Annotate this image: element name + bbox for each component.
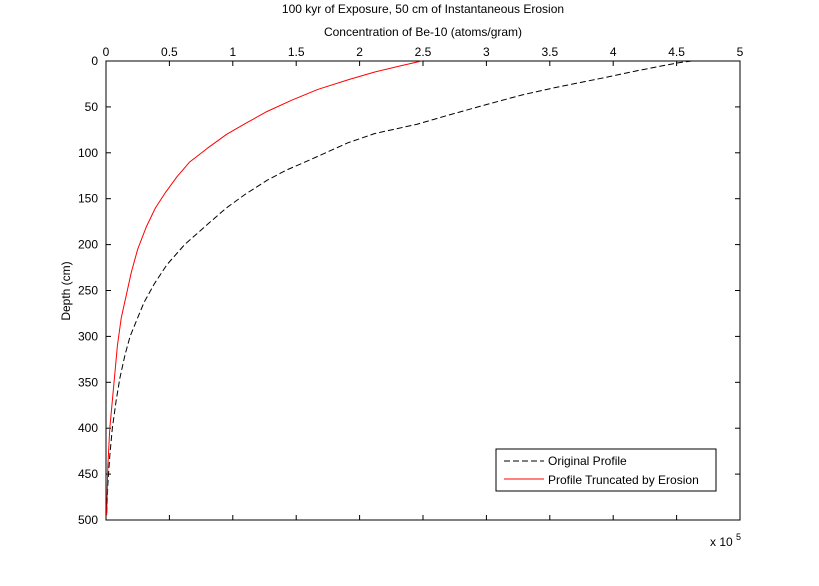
legend: Original Profile Profile Truncated by Er…: [495, 448, 717, 492]
plot-area: 0 0.5 1 1.5 2 2.5 3 3.5 4 4.5 5 0 50 100 150 200 250 300…: [78, 45, 744, 527]
y-tick-label: 400: [78, 421, 98, 435]
series-layer: [106, 60, 692, 516]
y-tick-label: 0: [91, 54, 98, 68]
x-tick-label: 4.5: [668, 45, 685, 59]
y-tick-label: 450: [78, 467, 98, 481]
y-tick-label: 500: [78, 513, 98, 527]
y-axis-label: Depth (cm): [59, 261, 73, 320]
chart-title: 100 kyr of Exposure, 50 cm of Instantane…: [282, 2, 564, 16]
y-tick-label: 150: [78, 192, 98, 206]
series-line-original-profile: [106, 60, 692, 516]
series-line-truncated-profile: [106, 60, 422, 516]
x-tick-label: 4: [610, 45, 617, 59]
x-tick-label: 1: [229, 45, 236, 59]
legend-label-original: Original Profile: [548, 454, 627, 468]
x-tick-label: 2.5: [415, 45, 432, 59]
x-axis-label: Concentration of Be-10 (atoms/gram): [324, 25, 522, 39]
x-exponent-label: x 10: [710, 535, 733, 549]
y-tick-label: 100: [78, 146, 98, 160]
legend-box: [495, 448, 717, 492]
x-tick-label: 3: [483, 45, 490, 59]
y-ticks: 0 50 100 150 200 250 300 350 400 450 500: [78, 54, 740, 527]
x-exponent: x 10 5: [710, 532, 741, 549]
y-tick-label: 300: [78, 329, 98, 343]
x-tick-label: 1.5: [288, 45, 305, 59]
x-tick-label: 3.5: [541, 45, 558, 59]
y-tick-label: 50: [85, 100, 99, 114]
plot-frame: [105, 60, 741, 521]
x-tick-label: 2: [356, 45, 363, 59]
legend-label-truncated: Profile Truncated by Erosion: [548, 473, 699, 487]
y-tick-label: 250: [78, 284, 98, 298]
y-tick-label: 200: [78, 238, 98, 252]
y-tick-label: 350: [78, 375, 98, 389]
x-exponent-power: 5: [736, 532, 741, 542]
x-ticks: 0 0.5 1 1.5 2 2.5 3 3.5 4 4.5 5: [103, 45, 744, 520]
x-tick-label: 5: [737, 45, 744, 59]
x-tick-label: 0.5: [161, 45, 178, 59]
x-tick-label: 0: [103, 45, 110, 59]
